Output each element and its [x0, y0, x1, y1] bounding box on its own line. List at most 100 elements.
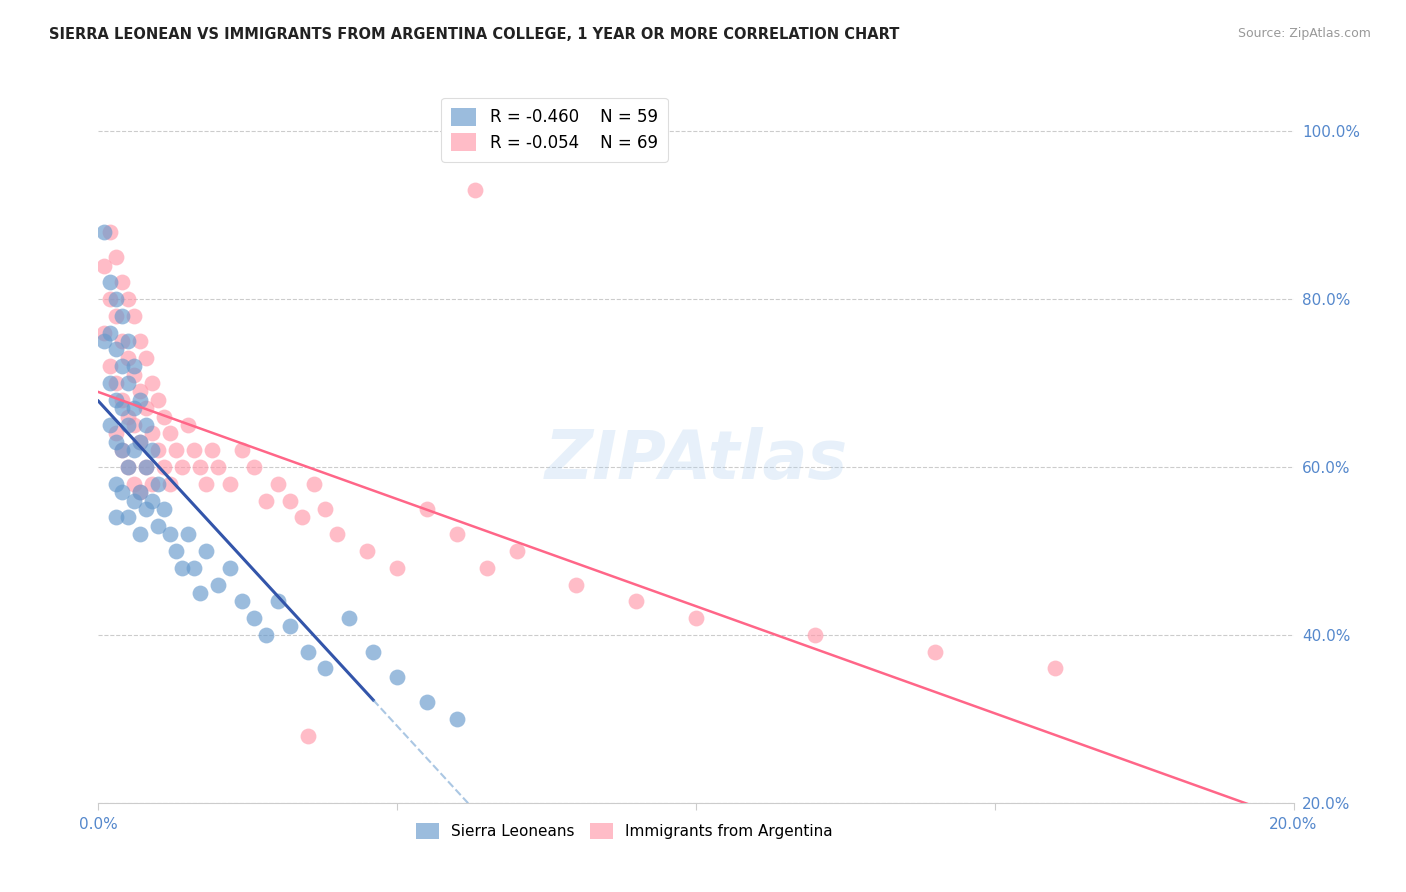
Point — [924, 645, 946, 659]
Point — [129, 485, 152, 500]
Point — [207, 460, 229, 475]
Point — [339, 611, 361, 625]
Point — [315, 661, 337, 675]
Point — [565, 577, 588, 591]
Point — [135, 502, 157, 516]
Point — [315, 502, 337, 516]
Point — [804, 628, 827, 642]
Point — [141, 426, 163, 441]
Text: ZIPAtlas: ZIPAtlas — [544, 427, 848, 493]
Point — [148, 518, 170, 533]
Point — [129, 527, 152, 541]
Point — [135, 460, 157, 475]
Point — [124, 493, 146, 508]
Point — [267, 594, 290, 608]
Legend: Sierra Leoneans, Immigrants from Argentina: Sierra Leoneans, Immigrants from Argenti… — [409, 817, 839, 845]
Point — [111, 401, 134, 416]
Point — [129, 485, 152, 500]
Text: SIERRA LEONEAN VS IMMIGRANTS FROM ARGENTINA COLLEGE, 1 YEAR OR MORE CORRELATION : SIERRA LEONEAN VS IMMIGRANTS FROM ARGENT… — [49, 27, 900, 42]
Point — [159, 476, 181, 491]
Point — [165, 443, 187, 458]
Point — [385, 670, 409, 684]
Point — [98, 376, 122, 390]
Point — [685, 611, 707, 625]
Point — [254, 628, 277, 642]
Point — [231, 443, 253, 458]
Point — [153, 409, 176, 424]
Point — [626, 594, 648, 608]
Point — [141, 443, 163, 458]
Point — [148, 392, 170, 407]
Point — [1043, 661, 1066, 675]
Point — [124, 443, 146, 458]
Point — [98, 292, 122, 306]
Point — [416, 502, 439, 516]
Point — [356, 544, 378, 558]
Point — [183, 443, 205, 458]
Point — [105, 292, 128, 306]
Point — [141, 376, 163, 390]
Point — [93, 259, 115, 273]
Point — [446, 712, 468, 726]
Point — [105, 343, 128, 357]
Point — [254, 493, 277, 508]
Point — [135, 351, 157, 365]
Point — [117, 292, 139, 306]
Point — [297, 645, 319, 659]
Point — [385, 560, 409, 574]
Point — [124, 476, 146, 491]
Point — [124, 368, 146, 382]
Point — [98, 275, 122, 289]
Point — [111, 443, 134, 458]
Point — [278, 619, 301, 633]
Point — [195, 476, 218, 491]
Point — [117, 417, 139, 432]
Point — [506, 544, 529, 558]
Point — [464, 183, 486, 197]
Point — [111, 275, 134, 289]
Point — [111, 309, 134, 323]
Point — [172, 560, 194, 574]
Point — [105, 376, 128, 390]
Point — [105, 309, 128, 323]
Point — [117, 351, 139, 365]
Point — [219, 476, 242, 491]
Point — [207, 577, 229, 591]
Point — [165, 544, 187, 558]
Point — [135, 417, 157, 432]
Point — [93, 326, 115, 340]
Point — [188, 586, 211, 600]
Point — [148, 443, 170, 458]
Point — [188, 460, 211, 475]
Point — [416, 695, 439, 709]
Point — [117, 460, 139, 475]
Point — [201, 443, 224, 458]
Point — [105, 392, 128, 407]
Point — [153, 460, 176, 475]
Point — [124, 417, 146, 432]
Point — [105, 510, 128, 524]
Point — [183, 560, 205, 574]
Point — [129, 334, 152, 348]
Point — [243, 460, 266, 475]
Point — [105, 476, 128, 491]
Point — [129, 434, 152, 449]
Point — [475, 560, 498, 574]
Point — [117, 460, 139, 475]
Point — [111, 359, 134, 374]
Point — [141, 476, 163, 491]
Point — [219, 560, 242, 574]
Point — [111, 485, 134, 500]
Point — [159, 527, 181, 541]
Point — [291, 510, 314, 524]
Point — [243, 611, 266, 625]
Point — [172, 460, 194, 475]
Point — [105, 434, 128, 449]
Point — [124, 401, 146, 416]
Point — [302, 476, 325, 491]
Point — [159, 426, 181, 441]
Point — [177, 527, 200, 541]
Point — [117, 409, 139, 424]
Point — [446, 527, 468, 541]
Point — [98, 326, 122, 340]
